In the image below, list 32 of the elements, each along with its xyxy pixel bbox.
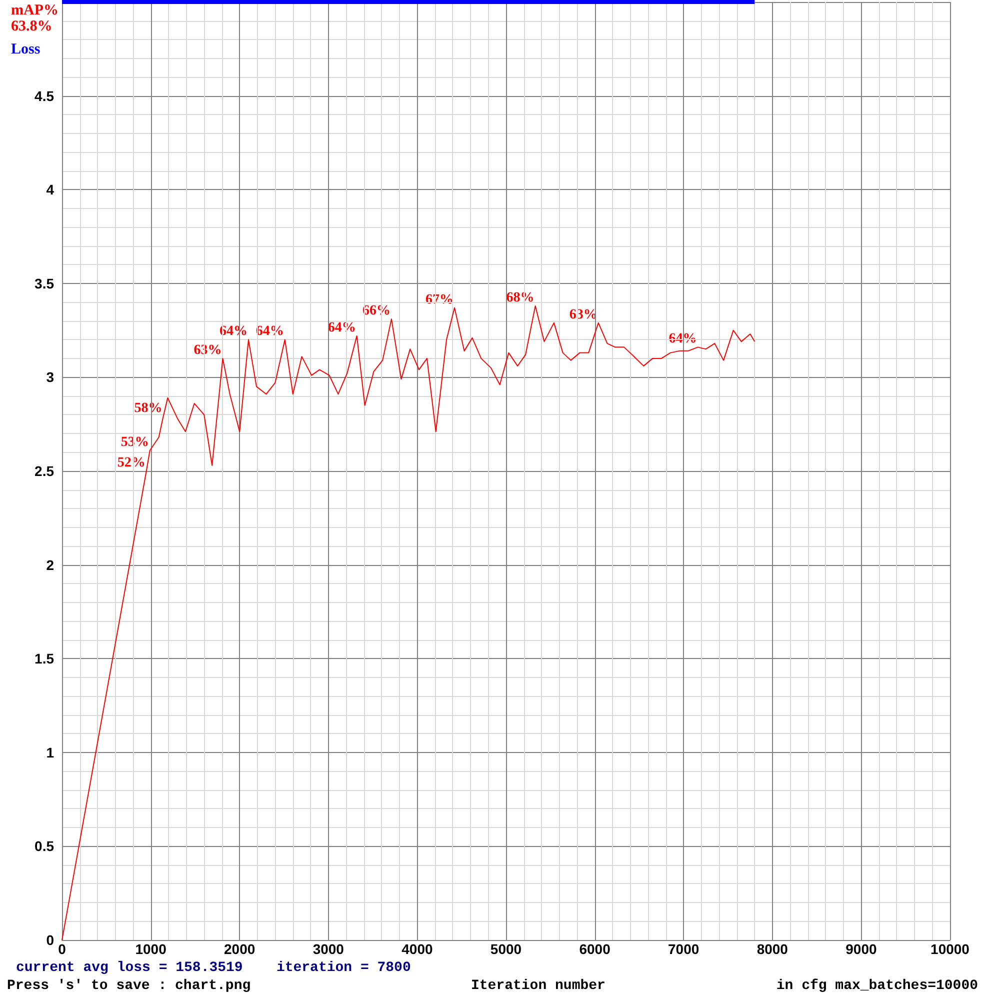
x-axis-title: Iteration number	[471, 978, 606, 994]
x-tick-label: 9000	[846, 941, 877, 957]
x-tick-label: 4000	[402, 941, 433, 957]
y-tick-label: 0.5	[34, 838, 54, 854]
x-tick-label: 10000	[930, 941, 970, 957]
x-tick-label: 1000	[135, 941, 167, 957]
text: Press 's' to save : chart.png	[7, 978, 251, 994]
y-tick-label: 1.5	[34, 650, 54, 667]
annotation: 58%	[134, 401, 162, 416]
x-tick-label: 6000	[579, 941, 611, 957]
annotation: 68%	[506, 290, 534, 306]
x-tick-label: 7000	[668, 941, 700, 957]
y-tick-label: 2.5	[34, 463, 54, 479]
annotation: 52%	[117, 456, 146, 470]
line-series	[62, 305, 756, 940]
y-tick-label: 1	[46, 744, 54, 760]
y-tick-label: 4	[46, 182, 54, 198]
y-tick-label: 2	[46, 556, 54, 573]
x-tick-label: 8000	[756, 941, 788, 957]
y-tick-label: 3	[46, 369, 54, 386]
x-tick-label: 3000	[312, 941, 344, 957]
x-tick-label: 2000	[224, 941, 256, 957]
text: mAP%	[11, 2, 58, 18]
annotation: 63%	[194, 342, 222, 358]
y-tick-label: 4.5	[34, 88, 54, 104]
text: 63.8%	[11, 18, 52, 34]
y-tick-label: 3.5	[34, 275, 54, 292]
x-tick-label: 0	[58, 941, 66, 957]
text: Loss	[11, 42, 40, 58]
text: in cfg max_batches=10000	[776, 978, 978, 994]
x-tick-label: 5000	[490, 941, 522, 957]
text: current avg loss = 158.3519 iteration = 7800	[16, 960, 411, 976]
